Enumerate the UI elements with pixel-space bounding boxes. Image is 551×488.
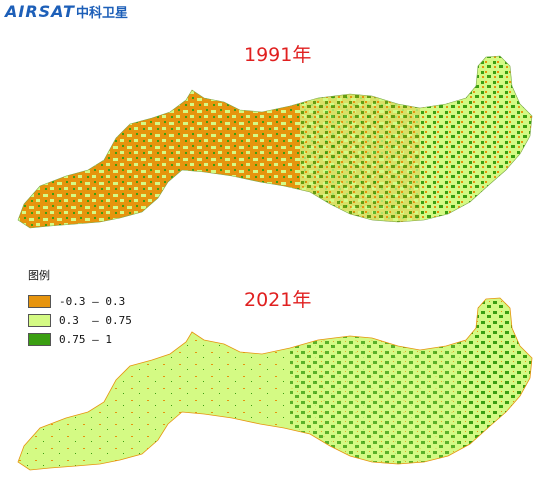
legend-swatch-mid: [28, 314, 51, 327]
legend-swatch-high: [28, 333, 51, 346]
ndvi-map-2021: [17, 297, 533, 471]
legend-item-low: -0.3 — 0.3: [28, 292, 132, 311]
map-title-2021: 2021年: [244, 289, 312, 311]
map-title-1991: 1991年: [244, 44, 312, 66]
legend-swatch-low: [28, 295, 51, 308]
legend-label-high: 0.75 — 1: [59, 333, 112, 346]
legend-item-high: 0.75 — 1: [28, 330, 132, 349]
legend-label-low: -0.3 — 0.3: [59, 295, 126, 308]
legend-title: 图例: [28, 269, 50, 282]
map-legend: 图例 -0.3 — 0.3 0.3 — 0.75 0.75 — 1: [28, 267, 132, 349]
ndvi-map-1991: [17, 55, 533, 229]
brand-logo-latin: AIRSAT: [5, 1, 75, 21]
brand-logo-chinese: 中科卫星: [75, 5, 128, 21]
brand-logo: AIRSAT 中科卫星: [5, 0, 128, 22]
legend-label-mid: 0.3 — 0.75: [59, 314, 132, 327]
legend-item-mid: 0.3 — 0.75: [28, 311, 132, 330]
